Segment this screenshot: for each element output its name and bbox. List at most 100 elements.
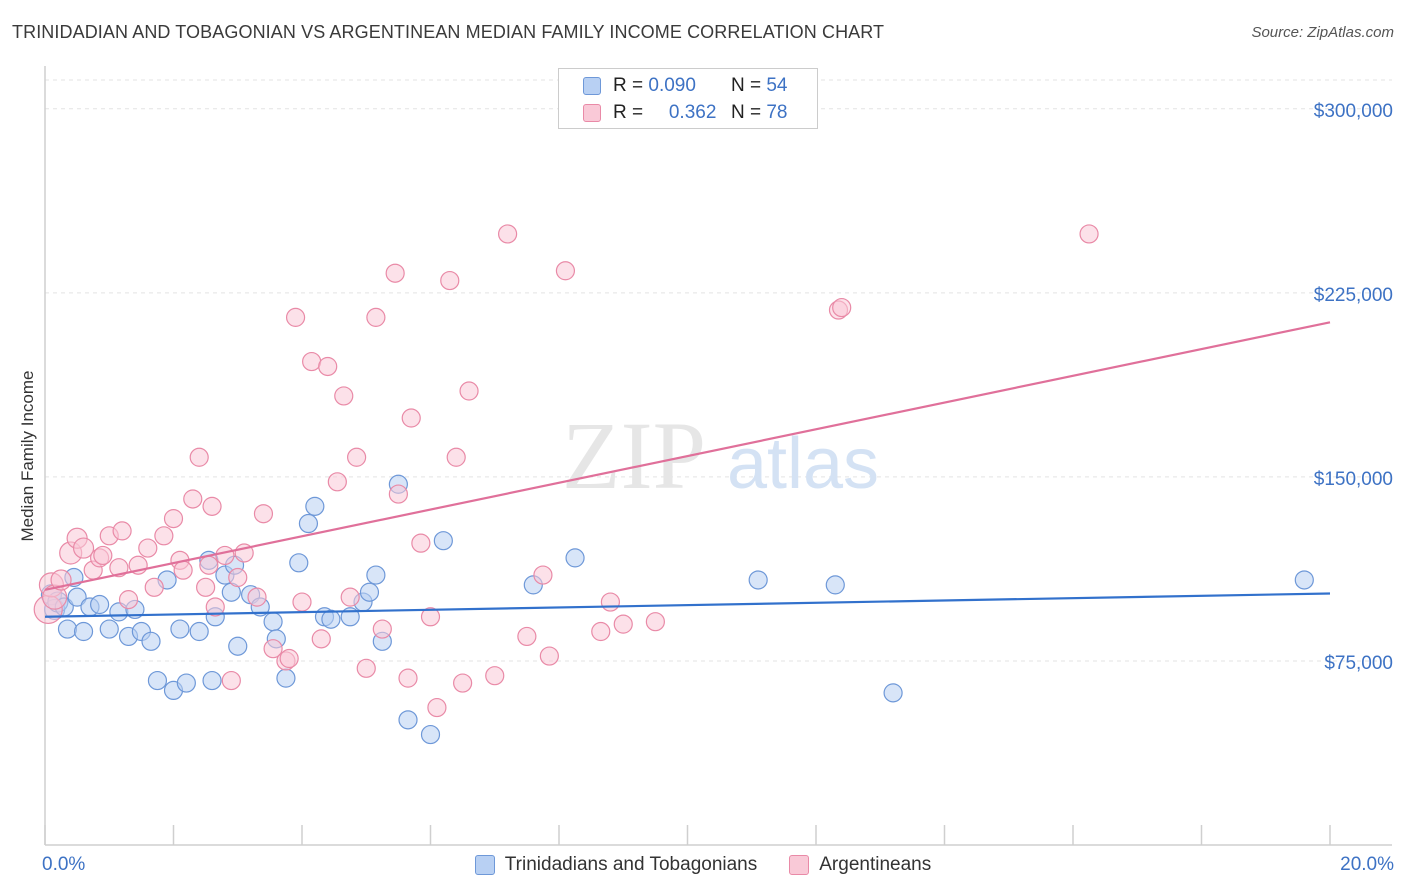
point-argentineans: [93, 545, 113, 566]
watermark-zip: ZIP: [562, 402, 706, 509]
points-trinidadians: [40, 474, 1314, 745]
point-argentineans: [72, 537, 95, 559]
x-tick-label-min: 0.0%: [42, 854, 85, 875]
point-argentineans: [163, 509, 184, 529]
point-argentineans: [401, 408, 421, 428]
legend-r-value: 0.362: [668, 102, 717, 123]
source-label: Source: ZipAtlas.com: [1251, 24, 1394, 41]
x-tick-labels: 0.0% 20.0%: [42, 854, 1394, 875]
point-argentineans: [263, 639, 283, 659]
point-argentineans: [205, 597, 225, 617]
point-argentineans: [517, 626, 537, 647]
point-argentineans: [613, 614, 633, 634]
point-argentineans: [311, 629, 331, 649]
point-argentineans: [459, 381, 479, 401]
point-trinidadians: [298, 513, 319, 534]
point-trinidadians: [73, 621, 94, 642]
point-argentineans: [385, 263, 405, 283]
legend-r-value: 0.090: [648, 75, 696, 96]
trend-line-trinidadians: [44, 592, 1331, 618]
point-trinidadians: [90, 594, 110, 615]
axes: [44, 66, 1392, 846]
point-argentineans: [279, 648, 299, 669]
legend-r-label: R =: [613, 75, 644, 96]
point-argentineans: [183, 489, 203, 509]
point-trinidadians: [565, 548, 585, 568]
watermark-atlas: atlas: [727, 424, 879, 504]
point-argentineans: [388, 484, 408, 504]
point-argentineans: [202, 496, 222, 516]
legend-swatch-pink: [789, 855, 810, 875]
point-trinidadians: [289, 553, 309, 573]
points-argentineans: [33, 224, 1099, 718]
point-argentineans: [109, 558, 129, 578]
y-tick-label: $225,000: [1314, 285, 1393, 306]
point-trinidadians: [189, 621, 209, 642]
point-trinidadians: [420, 724, 441, 745]
point-argentineans: [253, 504, 274, 524]
legend-row-argentineans: R = 0.362 N = 78: [583, 100, 787, 126]
point-argentineans: [340, 587, 360, 607]
point-trinidadians: [748, 570, 768, 590]
legend-n-label: N =: [730, 75, 762, 96]
legend-item-trinidadians[interactable]: Trinidadians and Tobagonians: [474, 854, 758, 876]
y-tick-label: $75,000: [1324, 653, 1393, 674]
legend-label: Argentineans: [819, 854, 932, 875]
point-argentineans: [199, 555, 219, 575]
point-argentineans: [138, 538, 158, 558]
point-argentineans: [372, 619, 392, 639]
point-trinidadians: [825, 575, 845, 595]
point-argentineans: [292, 592, 312, 612]
point-argentineans: [420, 607, 441, 627]
point-argentineans: [318, 356, 338, 377]
point-argentineans: [398, 668, 418, 688]
point-trinidadians: [99, 619, 119, 639]
point-argentineans: [427, 697, 447, 718]
legend-item-argentineans[interactable]: Argentineans: [789, 854, 931, 876]
point-argentineans: [591, 621, 611, 642]
legend-r-label: R =: [613, 102, 644, 123]
point-argentineans: [173, 560, 193, 580]
point-trinidadians: [276, 668, 296, 688]
chart-title: TRINIDADIAN AND TOBAGONIAN VS ARGENTINEA…: [12, 22, 885, 42]
point-argentineans: [302, 351, 322, 372]
point-trinidadians: [176, 673, 196, 693]
point-argentineans: [411, 533, 431, 553]
point-trinidadians: [366, 565, 386, 585]
point-trinidadians: [228, 636, 248, 656]
point-argentineans: [356, 658, 376, 678]
point-argentineans: [221, 670, 241, 691]
point-argentineans: [366, 307, 386, 327]
point-trinidadians: [170, 619, 190, 639]
point-trinidadians: [141, 631, 161, 651]
point-argentineans: [832, 297, 852, 318]
point-trinidadians: [433, 531, 453, 551]
watermark: ZIP atlas: [562, 402, 879, 509]
point-argentineans: [498, 224, 518, 244]
point-argentineans: [485, 666, 505, 686]
y-tick-labels: $75,000 $150,000 $225,000 $300,000: [1314, 101, 1393, 674]
point-trinidadians: [67, 587, 87, 607]
y-tick-label: $300,000: [1314, 101, 1393, 122]
point-argentineans: [539, 646, 559, 666]
grid-lines: [45, 79, 1392, 662]
y-tick-label: $150,000: [1314, 469, 1393, 490]
point-argentineans: [247, 587, 267, 607]
point-argentineans: [327, 472, 347, 492]
point-argentineans: [1079, 224, 1099, 244]
trend-lines: [44, 321, 1331, 618]
point-trinidadians: [398, 710, 418, 730]
point-trinidadians: [883, 683, 903, 703]
trend-line-argentineans: [44, 321, 1331, 591]
point-trinidadians: [305, 496, 325, 516]
correlation-legend: R = 0.090 N = 54 R = 0.362 N = 78: [558, 68, 818, 129]
point-argentineans: [600, 592, 621, 612]
point-trinidadians: [359, 582, 380, 602]
legend-row-trinidadians: R = 0.090 N = 54: [583, 73, 787, 99]
point-argentineans: [555, 261, 576, 281]
legend-swatch-pink: [583, 104, 601, 122]
legend-n-value: 54: [766, 75, 788, 96]
legend-label: Trinidadians and Tobagonians: [504, 854, 758, 875]
point-trinidadians: [57, 619, 78, 639]
